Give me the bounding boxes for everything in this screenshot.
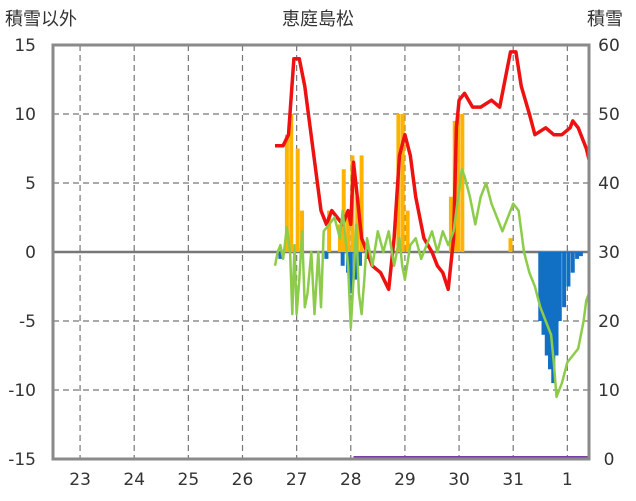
- bar-snow_change: [557, 252, 562, 321]
- x-tick: 30: [448, 470, 470, 490]
- bar-snow_change: [575, 252, 580, 259]
- x-tick: 28: [340, 470, 362, 490]
- chart-title: 恵庭島松: [282, 9, 354, 30]
- right-axis-label: 積雪: [587, 9, 623, 30]
- bar-precip: [405, 210, 410, 252]
- bar-precip: [460, 114, 465, 252]
- bar-precip: [455, 114, 460, 252]
- x-tick: 25: [178, 470, 200, 490]
- bar-snow_change: [324, 252, 329, 259]
- left-axis-label: 積雪以外: [5, 9, 77, 30]
- bar-snow_change: [357, 252, 362, 266]
- x-tick: 27: [286, 470, 308, 490]
- y-tick-left: -10: [8, 381, 36, 401]
- x-tick: 29: [394, 470, 416, 490]
- bar-snow_change: [562, 252, 567, 308]
- x-tick: 23: [69, 470, 91, 490]
- bar-precip: [400, 114, 405, 252]
- bar-precip: [448, 196, 453, 252]
- bar-snow_change: [541, 252, 546, 335]
- bar-snow_change: [551, 252, 556, 384]
- y-tick-left: -5: [19, 312, 36, 332]
- bar-snow_change: [544, 252, 549, 356]
- bar-snow_change: [548, 252, 553, 370]
- y-tick-left: 15: [14, 36, 36, 56]
- bar-snow_change: [348, 252, 353, 294]
- y-tick-left: -15: [8, 450, 36, 470]
- y-tick-right: 60: [598, 36, 620, 56]
- y-tick-left: 5: [25, 174, 36, 194]
- grid-lines: [53, 45, 589, 459]
- y-tick-left: 0: [25, 243, 36, 263]
- y-tick-right: 30: [598, 243, 620, 263]
- bar-snow_change: [566, 252, 571, 287]
- bar-precip: [284, 134, 289, 252]
- bar-precip: [346, 217, 351, 252]
- bar-precip: [508, 238, 513, 252]
- y-tick-right: 40: [598, 174, 620, 194]
- bar-precip: [295, 148, 300, 252]
- x-tick: 24: [123, 470, 145, 490]
- bar-snow_change: [570, 252, 575, 273]
- bar-snow_change: [554, 252, 559, 356]
- bar-snow_change: [578, 252, 583, 257]
- y-tick-right: 20: [598, 312, 620, 332]
- bar-snow_change: [340, 252, 345, 266]
- bar-snow_change: [278, 252, 283, 259]
- y-tick-left: 10: [14, 105, 36, 125]
- x-tick: 26: [232, 470, 254, 490]
- bar-precip: [289, 114, 294, 252]
- line-wind: [273, 167, 591, 399]
- y-tick-right: 50: [598, 105, 620, 125]
- bar-precip: [359, 155, 364, 252]
- line-temp: [275, 50, 591, 292]
- x-tick: 31: [502, 470, 524, 490]
- plot-frame: [51, 43, 591, 461]
- bar-snow_change: [538, 252, 543, 321]
- y-tick-right: 0: [604, 450, 615, 470]
- y-tick-right: 10: [598, 381, 620, 401]
- x-tick: 1: [562, 470, 573, 490]
- bar-precip: [327, 210, 332, 252]
